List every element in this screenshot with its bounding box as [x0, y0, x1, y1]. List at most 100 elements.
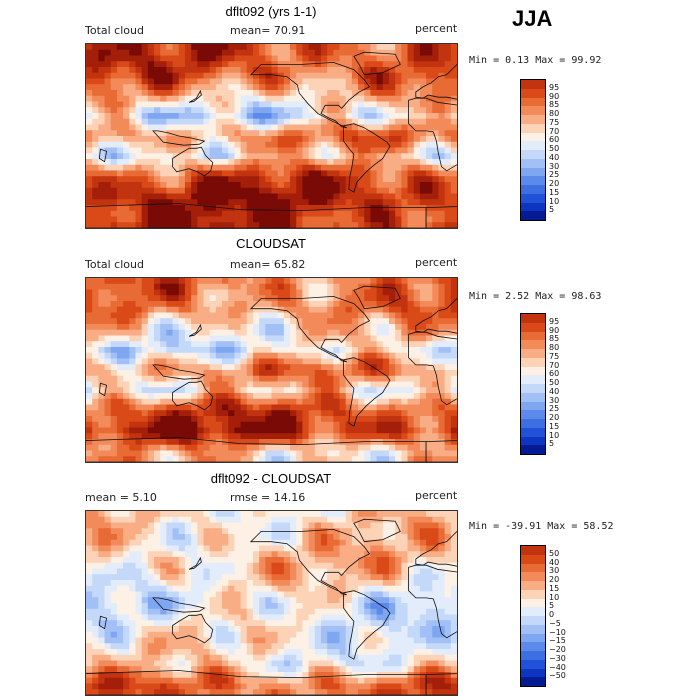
- heatmap-cell: [259, 324, 266, 331]
- heatmap-cell: [154, 393, 161, 400]
- heatmap-cell: [104, 352, 112, 360]
- heatmap-cell: [191, 193, 198, 200]
- heatmap-cell: [215, 358, 223, 365]
- heatmap-cell: [271, 193, 279, 200]
- heatmap-cell: [438, 170, 446, 177]
- heatmap-cell: [265, 568, 273, 575]
- panel-2-unit-label: percent: [415, 256, 458, 269]
- heatmap-cell: [265, 164, 273, 172]
- heatmap-cell: [178, 289, 186, 296]
- heatmap-cell: [178, 67, 186, 74]
- heatmap-cell: [240, 124, 248, 131]
- heatmap-cell: [215, 580, 223, 587]
- heatmap-cell: [327, 539, 334, 547]
- heatmap-cell: [222, 84, 229, 91]
- heatmap-cell: [444, 107, 452, 114]
- heatmap-cell: [246, 44, 254, 51]
- heatmap-cell: [351, 113, 359, 120]
- heatmap-cell: [432, 439, 440, 446]
- heatmap-cell: [222, 170, 229, 177]
- heatmap-cell: [86, 141, 93, 149]
- heatmap-cell: [444, 187, 452, 195]
- heatmap-cell: [222, 456, 229, 462]
- heatmap-cell: [277, 545, 285, 552]
- heatmap-cell: [283, 416, 291, 423]
- heatmap-cell: [345, 176, 353, 183]
- heatmap-cell: [432, 159, 440, 166]
- heatmap-cell: [290, 72, 297, 80]
- heatmap-cell: [364, 456, 372, 462]
- heatmap-cell: [191, 551, 198, 558]
- heatmap-cell: [413, 352, 421, 360]
- heatmap-cell: [86, 107, 93, 114]
- heatmap-cell: [388, 101, 396, 108]
- heatmap-cell: [240, 516, 248, 524]
- heatmap-cell: [296, 335, 304, 342]
- heatmap-cell: [116, 534, 124, 541]
- heatmap-cell: [129, 147, 137, 154]
- heatmap-cell: [178, 393, 186, 400]
- heatmap-cell: [401, 136, 409, 143]
- heatmap-cell: [166, 278, 174, 285]
- heatmap-cell: [123, 534, 130, 541]
- heatmap-cell: [166, 511, 174, 518]
- heatmap-cell: [277, 562, 285, 570]
- heatmap-cell: [364, 329, 372, 337]
- heatmap-cell: [450, 49, 457, 57]
- heatmap-cell: [333, 170, 341, 177]
- heatmap-cell: [438, 205, 446, 212]
- heatmap-cell: [333, 130, 341, 137]
- heatmap-cell: [296, 591, 304, 598]
- heatmap-cell: [203, 375, 211, 383]
- heatmap-cell: [184, 176, 192, 183]
- heatmap-cell: [141, 216, 149, 223]
- heatmap-cell: [228, 433, 235, 440]
- heatmap-cell: [382, 329, 390, 337]
- heatmap-cell: [234, 608, 242, 616]
- heatmap-cell: [203, 528, 211, 535]
- heatmap-cell: [178, 136, 186, 143]
- heatmap-cell: [116, 176, 124, 183]
- heatmap-cell: [123, 370, 130, 377]
- heatmap-cell: [98, 278, 106, 285]
- heatmap-cell: [141, 283, 149, 291]
- heatmap-cell: [104, 324, 112, 331]
- heatmap-cell: [191, 450, 198, 457]
- heatmap-cell: [265, 375, 273, 383]
- heatmap-cell: [450, 210, 457, 218]
- heatmap-cell: [450, 603, 457, 610]
- heatmap-cell: [358, 551, 365, 558]
- heatmap-cell: [234, 278, 242, 285]
- heatmap-cell: [240, 528, 248, 535]
- heatmap-cell: [215, 141, 223, 149]
- heatmap-cell: [320, 516, 328, 524]
- heatmap-cell: [166, 522, 174, 529]
- heatmap-cell: [154, 130, 161, 137]
- heatmap-cell: [283, 335, 291, 342]
- heatmap-cell: [401, 306, 409, 314]
- heatmap-cell: [203, 381, 211, 388]
- heatmap-cell: [197, 278, 205, 285]
- heatmap-cell: [116, 306, 124, 314]
- heatmap-cell: [364, 295, 372, 302]
- heatmap-cell: [302, 574, 310, 581]
- heatmap-cell: [450, 557, 457, 564]
- heatmap-cell: [296, 444, 304, 452]
- heatmap-cell: [147, 444, 155, 452]
- heatmap-cell: [432, 187, 440, 195]
- heatmap-cell: [86, 444, 93, 452]
- heatmap-cell: [426, 182, 433, 189]
- heatmap-cell: [320, 580, 328, 587]
- heatmap-cell: [92, 278, 99, 285]
- heatmap-cell: [376, 176, 384, 183]
- heatmap-cell: [265, 193, 273, 200]
- heatmap-cell: [228, 528, 235, 535]
- heatmap-cell: [426, 534, 433, 541]
- heatmap-cell: [178, 90, 186, 97]
- heatmap-cell: [388, 562, 396, 570]
- heatmap-cell: [308, 130, 316, 137]
- heatmap-cell: [376, 450, 384, 457]
- heatmap-cell: [314, 61, 322, 68]
- heatmap-cell: [228, 444, 235, 452]
- heatmap-cell: [160, 78, 167, 85]
